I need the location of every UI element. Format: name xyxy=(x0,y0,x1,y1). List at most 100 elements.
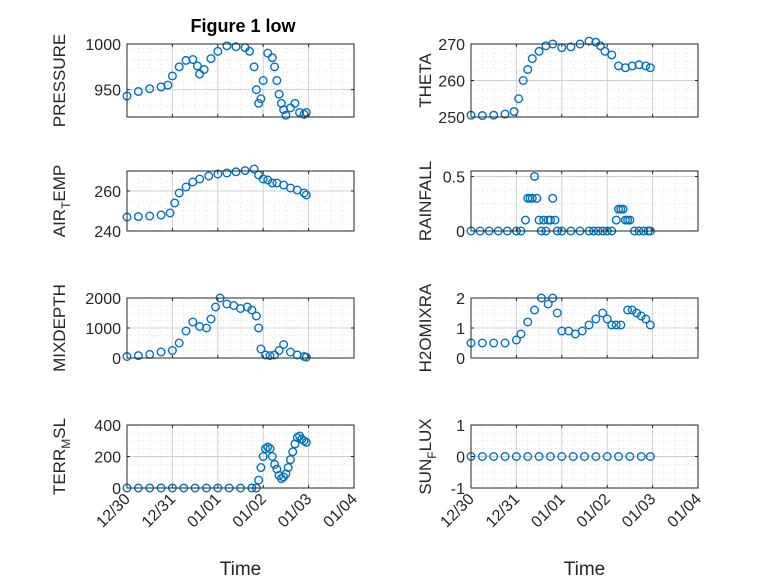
data-point xyxy=(290,98,300,108)
data-point xyxy=(477,111,487,121)
y-tick-label: 0 xyxy=(112,481,121,498)
data-point xyxy=(258,174,268,184)
data-point xyxy=(263,48,273,58)
data-point xyxy=(247,305,257,315)
series-pressure xyxy=(122,41,311,120)
data-point xyxy=(301,352,311,362)
data-point xyxy=(550,215,560,225)
data-point xyxy=(213,46,223,56)
series-h2omixra xyxy=(466,293,655,348)
data-point xyxy=(301,190,311,200)
y-tick-label: 240 xyxy=(94,224,121,241)
data-point xyxy=(645,320,655,330)
data-point xyxy=(270,459,280,469)
data-point xyxy=(301,107,311,117)
data-point xyxy=(636,311,646,321)
data-point xyxy=(256,344,266,354)
data-point xyxy=(577,326,587,336)
data-point xyxy=(568,452,578,462)
data-point xyxy=(181,182,191,192)
data-point xyxy=(543,299,553,309)
data-point xyxy=(249,164,259,174)
data-point xyxy=(260,350,270,360)
data-point xyxy=(133,351,143,361)
y-tick-label: 1000 xyxy=(85,37,121,54)
subplot-air-temp: 240 260 AIRTEMP xyxy=(50,164,355,241)
data-point xyxy=(201,323,211,333)
y-tick-label: 200 xyxy=(94,450,121,467)
data-point xyxy=(285,103,295,113)
data-point xyxy=(530,171,540,181)
data-point xyxy=(523,452,533,462)
data-point xyxy=(500,452,510,462)
y-tick-label: 0 xyxy=(112,351,121,368)
data-point xyxy=(211,302,221,312)
data-point xyxy=(272,75,282,85)
data-point xyxy=(267,178,277,188)
data-point xyxy=(618,204,628,214)
data-point xyxy=(557,326,567,336)
data-point xyxy=(591,314,601,324)
data-point xyxy=(616,320,626,330)
y-axis-label: AIRTEMP xyxy=(50,165,73,238)
data-point xyxy=(518,75,528,85)
data-point xyxy=(489,452,499,462)
data-point xyxy=(607,50,617,60)
data-point xyxy=(195,174,205,184)
data-point xyxy=(548,193,558,203)
data-point xyxy=(288,447,298,457)
data-point xyxy=(301,437,311,447)
data-point xyxy=(611,215,621,225)
data-point xyxy=(527,54,537,64)
data-point xyxy=(263,175,273,185)
data-point xyxy=(598,308,608,318)
data-point xyxy=(270,350,280,360)
data-point xyxy=(511,335,521,345)
y-tick-label: 250 xyxy=(438,110,465,127)
data-point xyxy=(265,444,275,454)
data-point xyxy=(163,80,173,90)
data-point xyxy=(256,463,266,473)
data-point xyxy=(174,338,184,348)
x-tick-label: 01/04 xyxy=(320,491,360,531)
data-point xyxy=(534,452,544,462)
x-tick-label: 12/31 xyxy=(139,491,179,531)
data-point xyxy=(156,347,166,357)
data-point xyxy=(580,452,590,462)
x-axis-label: Time xyxy=(220,559,262,580)
data-point xyxy=(539,215,549,225)
data-point xyxy=(641,61,651,71)
data-point xyxy=(645,63,655,73)
x-tick-label: 12/31 xyxy=(483,491,523,531)
data-point xyxy=(489,110,499,120)
y-tick-label: 1 xyxy=(456,321,465,338)
x-tick-label: 01/01 xyxy=(184,491,224,531)
data-point xyxy=(254,475,264,485)
subplot-rainfall: 0 0.5 RAINFALL xyxy=(416,161,699,241)
data-point xyxy=(188,55,198,65)
data-point xyxy=(251,311,261,321)
y-tick-label: 0 xyxy=(456,224,465,241)
series-sun-flux xyxy=(466,452,655,462)
data-point xyxy=(270,62,280,72)
y-tick-label: 950 xyxy=(94,83,121,100)
y-tick-label: 260 xyxy=(94,184,121,201)
data-point xyxy=(523,65,533,75)
data-point xyxy=(511,452,521,462)
data-point xyxy=(534,215,544,225)
data-point xyxy=(295,107,305,117)
data-point xyxy=(632,308,642,318)
x-tick-label: 01/01 xyxy=(528,491,568,531)
data-point xyxy=(256,94,266,104)
data-point xyxy=(602,452,612,462)
y-axis-label: PRESSURE xyxy=(50,34,69,128)
y-axis-label: MIXDEPTH xyxy=(50,284,69,372)
data-point xyxy=(523,317,533,327)
data-point xyxy=(222,168,232,178)
data-point xyxy=(623,305,633,315)
axes-box xyxy=(126,170,355,232)
data-point xyxy=(557,452,567,462)
data-point xyxy=(276,474,286,484)
